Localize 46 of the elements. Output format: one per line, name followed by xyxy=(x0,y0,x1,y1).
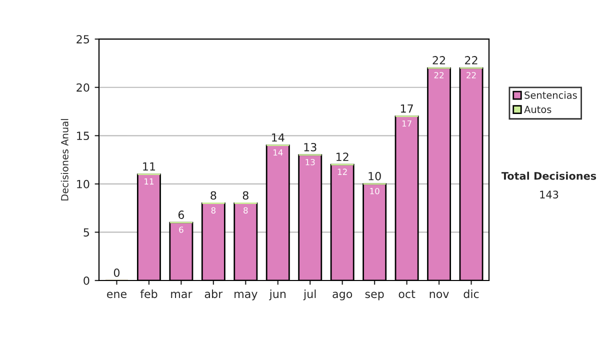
x-tick-label: jul xyxy=(303,290,316,300)
data-label: 8 xyxy=(211,207,216,214)
x-tick-label: oct xyxy=(398,290,416,298)
total-label: 8 xyxy=(242,191,248,200)
data-label: 22 xyxy=(434,72,444,78)
total-label: 14 xyxy=(272,133,284,142)
y-tick-label: 25 xyxy=(76,35,89,44)
total-label: 6 xyxy=(178,210,184,219)
total-label: 11 xyxy=(143,162,155,171)
x-tick-label: ene xyxy=(106,292,126,298)
total-label: 10 xyxy=(368,172,381,180)
y-axis-title: Decisiones Anual xyxy=(60,119,68,200)
total-label: 22 xyxy=(465,56,478,64)
total-label: 0 xyxy=(114,268,120,277)
x-tick-label: may xyxy=(234,292,258,300)
data-label: 13 xyxy=(306,158,315,166)
data-label: 17 xyxy=(402,120,412,127)
data-label: 10 xyxy=(370,188,380,194)
x-tick-label: dic xyxy=(464,290,479,298)
total-label: 12 xyxy=(336,152,348,161)
text: Total Decisiones xyxy=(501,172,596,180)
total-label: 17 xyxy=(400,104,413,113)
y-tick-label: 5 xyxy=(84,228,89,237)
data-label: 11 xyxy=(144,178,154,184)
data-label: 6 xyxy=(179,226,184,233)
total-label: 8 xyxy=(210,191,216,200)
legend-label: Autos xyxy=(524,106,552,114)
x-tick-label: feb xyxy=(140,290,158,298)
y-tick-label: 0 xyxy=(84,276,90,285)
x-tick-label: mar xyxy=(171,292,192,298)
x-tick-label: nov xyxy=(430,292,449,298)
data-label: 12 xyxy=(338,168,347,175)
legend-label: Sentencias xyxy=(524,91,577,99)
x-tick-label: abr xyxy=(204,290,223,298)
y-tick-label: 10 xyxy=(77,180,90,188)
total-label: 22 xyxy=(432,56,445,64)
total-label: 13 xyxy=(304,142,316,152)
data-label: 22 xyxy=(466,72,476,78)
x-tick-label: jun xyxy=(269,290,286,300)
y-tick-label: 20 xyxy=(76,83,90,92)
y-tick-label: 15 xyxy=(77,132,89,140)
x-tick-label: sep xyxy=(365,292,384,300)
text: 143 xyxy=(540,190,558,199)
x-tick-label: ago xyxy=(332,292,352,300)
data-label: 14 xyxy=(274,149,283,156)
data-label: 8 xyxy=(244,207,248,214)
